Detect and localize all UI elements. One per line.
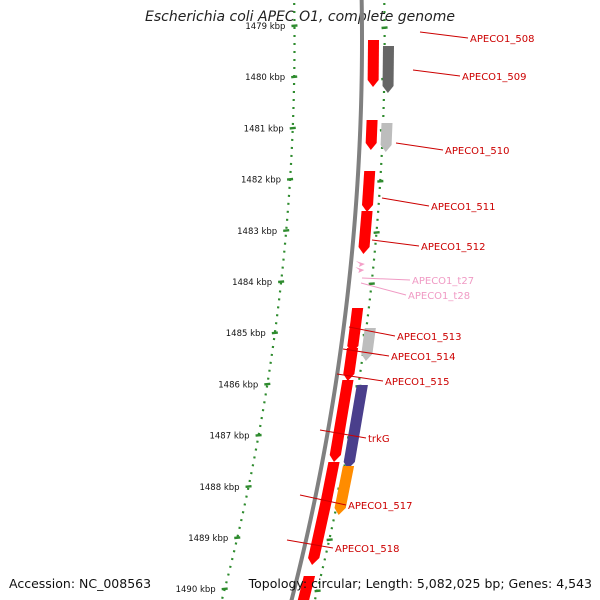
- kbp-tick: [286, 177, 294, 181]
- gene-label[interactable]: APECO1_517: [348, 501, 413, 512]
- label-leader-line: [419, 31, 469, 39]
- gene-feature[interactable]: [361, 328, 376, 361]
- gene-label[interactable]: trkG: [368, 434, 390, 445]
- kbp-tick-outer: [381, 26, 388, 30]
- kbp-tick: [221, 587, 228, 591]
- kbp-tick: [271, 331, 278, 335]
- gene-label[interactable]: APECO1_513: [397, 332, 462, 343]
- outer-ruler: [313, 0, 386, 600]
- label-leader-line: [360, 282, 407, 296]
- kbp-tick-label: 1485 kbp: [226, 329, 266, 339]
- cds-feature[interactable]: [329, 380, 354, 462]
- kbp-tick: [291, 24, 298, 28]
- gene-feature[interactable]: [308, 500, 333, 565]
- kbp-tick: [255, 433, 262, 437]
- gene-label[interactable]: APECO1_514: [391, 352, 456, 363]
- gene-feature[interactable]: [355, 261, 365, 267]
- kbp-tick-label: 1486 kbp: [218, 380, 258, 390]
- cds-feature[interactable]: [347, 322, 362, 353]
- kbp-tick-label: 1481 kbp: [244, 124, 284, 134]
- gene-feature[interactable]: [355, 267, 365, 273]
- kbp-tick-label: 1489 kbp: [188, 534, 228, 544]
- label-leader-line: [361, 277, 411, 281]
- label-layer: APECO1_508 APECO1_509 APECO1_510 APECO1_511…: [286, 31, 535, 555]
- gene-feature[interactable]: [367, 40, 379, 87]
- kbp-tick-label: 1490 kbp: [176, 585, 216, 595]
- kbp-tick-label: 1488 kbp: [199, 483, 239, 493]
- gene-label[interactable]: APECO1_t28: [408, 291, 470, 302]
- gene-feature[interactable]: [343, 348, 359, 381]
- backbone-layer: [289, 0, 365, 600]
- kbp-tick: [289, 126, 296, 130]
- kbp-tick-outer: [314, 589, 321, 593]
- gene-label[interactable]: APECO1_515: [385, 377, 450, 388]
- gene-label[interactable]: APECO1_511: [431, 202, 496, 213]
- gene-label[interactable]: APECO1_t27: [412, 276, 474, 287]
- label-leader-line: [412, 69, 461, 77]
- cds-feature[interactable]: [320, 462, 340, 509]
- gene-label[interactable]: APECO1_508: [470, 34, 535, 45]
- gene-label[interactable]: APECO1_510: [445, 146, 510, 157]
- gene-label[interactable]: APECO1_518: [335, 544, 400, 555]
- gene-label[interactable]: APECO1_509: [462, 72, 527, 83]
- label-leader-line: [395, 142, 444, 151]
- kbp-tick: [291, 75, 298, 79]
- genome-summary-text: Topology: circular; Length: 5,082,025 bp…: [248, 576, 592, 591]
- kbp-tick-outer: [368, 282, 375, 286]
- label-leader-line: [336, 373, 384, 382]
- label-leader-line: [381, 197, 430, 207]
- gene-feature[interactable]: [358, 211, 373, 254]
- kbp-tick: [245, 485, 252, 488]
- label-leader-line: [299, 494, 347, 506]
- kbp-tick: [278, 280, 285, 284]
- genome-backbone: [289, 0, 365, 600]
- cds-feature[interactable]: [365, 120, 378, 150]
- gene-feature[interactable]: [350, 308, 364, 329]
- accession-text: Accession: NC_008563: [9, 576, 152, 591]
- kbp-tick-outer: [373, 231, 380, 234]
- kbp-tick-outer: [377, 179, 384, 183]
- label-leader-line: [286, 539, 334, 549]
- gene-feature[interactable]: [343, 385, 368, 469]
- kbp-tick: [283, 229, 290, 232]
- kbp-tick-label: 1487 kbp: [209, 432, 249, 442]
- gene-feature[interactable]: [382, 46, 394, 93]
- kbp-tick-label: 1484 kbp: [232, 278, 272, 288]
- kbp-tick-label: 1483 kbp: [237, 227, 277, 237]
- cds-feature[interactable]: [297, 576, 316, 600]
- gene-feature[interactable]: [334, 466, 355, 515]
- kbp-tick: [234, 536, 241, 540]
- feature-layer: [297, 40, 394, 600]
- kbp-tick: [264, 382, 271, 386]
- kbp-tick-label: 1480 kbp: [245, 73, 285, 83]
- gene-label[interactable]: APECO1_512: [421, 242, 486, 253]
- map-title: Escherichia coli APEC O1, complete genom…: [145, 9, 455, 25]
- kbp-tick-outer: [326, 538, 333, 542]
- label-leader-line: [371, 239, 420, 247]
- gene-feature[interactable]: [380, 123, 393, 152]
- label-leader-line: [342, 348, 390, 357]
- label-leader-line: [319, 429, 367, 439]
- label-leader-line: [348, 326, 396, 337]
- gene-feature[interactable]: [361, 171, 376, 212]
- kbp-tick-label: 1482 kbp: [241, 176, 281, 186]
- kbp-tick-label: 1479 kbp: [245, 22, 285, 32]
- inner-ruler: [220, 0, 296, 600]
